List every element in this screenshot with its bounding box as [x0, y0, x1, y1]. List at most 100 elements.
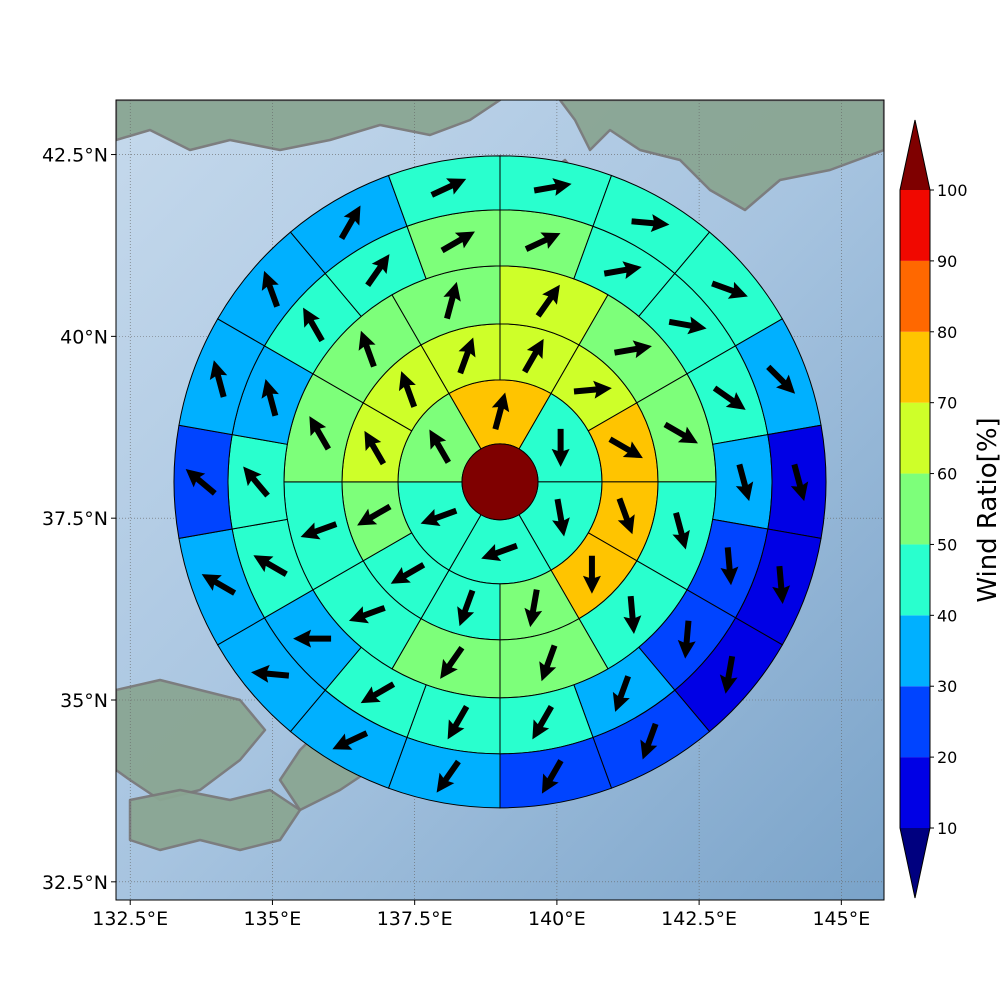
wind-arrow-shape: [790, 463, 809, 502]
colorbar-tick-label: 50: [937, 535, 957, 554]
wind-arrow: [541, 759, 564, 794]
wind-arrow-shape: [616, 497, 635, 535]
x-tick-label: 145°E: [812, 908, 870, 930]
wind-arrows: [185, 178, 809, 794]
colorbar: 10 20 30 40 50 60 70 80 90 100 Wind Ratio[%]: [899, 119, 1000, 899]
colorbar-level: [900, 686, 930, 758]
wind-arrow-shape: [261, 270, 280, 308]
wind-arrow-shape: [535, 284, 560, 318]
wind-arrow: [443, 281, 461, 320]
wind-arrow: [360, 681, 396, 704]
landmass: [116, 678, 267, 802]
wind-arrow: [532, 705, 554, 740]
wind-arrow: [338, 205, 361, 240]
wind-arrow-shape: [766, 364, 796, 394]
wind-arrow-shape: [365, 254, 390, 287]
wind-arrow-shape: [552, 498, 570, 537]
wind-arrow-shape: [524, 232, 561, 252]
wind-arrow-shape: [303, 307, 325, 343]
colorbar-tick-label: 70: [937, 394, 957, 413]
wind-arrow: [766, 364, 796, 394]
wind-arrow-shape: [443, 281, 461, 320]
wind-arrow-shape: [457, 337, 476, 375]
y-axis: 32.5°N 35°N 37.5°N 40°N 42.5°N: [42, 145, 116, 894]
colorbar-tick-label: 30: [937, 677, 957, 696]
colorbar-level: [900, 544, 930, 616]
colorbar-tick-label: 80: [937, 323, 957, 342]
x-axis: 132.5°E 135°E 137.5°E 140°E 142.5°E 145°E: [92, 900, 870, 930]
wind-arrow-shape: [640, 722, 659, 760]
wind-arrow: [365, 254, 390, 287]
wind-arrow-shape: [420, 507, 458, 526]
colorbar-tick-label: 40: [937, 606, 957, 625]
wind-arrow: [332, 730, 369, 750]
wind-arrow: [185, 468, 217, 496]
wind-arrow: [582, 555, 601, 594]
wind-arrow: [573, 380, 612, 399]
wind-arrow-shape: [677, 620, 696, 659]
x-tick-label: 137.5°E: [377, 908, 453, 930]
wind-arrow-shape: [261, 379, 279, 417]
wind-arrow: [420, 507, 458, 526]
wind-arrow: [551, 428, 570, 467]
wind-arrow: [251, 664, 290, 683]
colorbar-tick-label: 90: [937, 252, 957, 271]
wind-arrow-shape: [430, 178, 467, 198]
wind-arrow: [309, 416, 331, 451]
wind-arrow-shape: [251, 664, 290, 683]
wind-arrow: [663, 421, 698, 444]
wind-arrow-shape: [623, 595, 642, 634]
wind-arrow: [261, 270, 280, 308]
wind-arrow: [440, 231, 475, 254]
wind-arrow-shape: [491, 392, 510, 430]
wind-arrow-shape: [532, 705, 554, 740]
wind-arrow: [613, 340, 652, 359]
wind-arrow: [440, 645, 465, 679]
wind-arrow-shape: [603, 261, 642, 280]
wind-arrow-shape: [357, 503, 392, 526]
wind-arrow-shape: [735, 463, 754, 502]
wind-arrow: [261, 379, 279, 417]
wind-arrow-shape: [668, 316, 707, 335]
wind-arrow-shape: [440, 231, 475, 254]
wind-arrow: [631, 214, 670, 233]
wind-arrow: [398, 371, 418, 408]
wind-arrow: [539, 644, 558, 682]
wind-arrow-shape: [711, 280, 748, 299]
wind-arrow-shape: [719, 655, 738, 694]
wind-arrow-shape: [533, 178, 572, 196]
y-tick-label: 32.5°N: [42, 872, 108, 894]
wind-arrow-shape: [522, 338, 544, 374]
wind-arrow-shape: [201, 574, 237, 596]
map-frame: [115, 99, 885, 901]
landmass: [128, 788, 302, 852]
wind-arrow: [535, 284, 560, 318]
wind-arrow: [623, 595, 642, 634]
wind-arrow: [533, 178, 572, 196]
wind-arrow: [719, 655, 738, 694]
wind-arrow-shape: [185, 468, 217, 496]
wind-arrow: [357, 503, 392, 526]
x-tick-label: 140°E: [528, 908, 586, 930]
wind-arrow: [712, 385, 746, 410]
wind-arrow: [293, 629, 332, 648]
wind-arrow-shape: [429, 429, 451, 464]
wind-arrow-shape: [390, 562, 426, 584]
landmass: [558, 100, 884, 212]
wind-arrow-shape: [293, 629, 332, 648]
wind-arrow: [358, 330, 377, 368]
wind-arrow-shape: [612, 675, 631, 712]
colorbar-level: [900, 757, 930, 828]
wind-arrow: [364, 430, 387, 466]
colorbar-tick-label: 100: [937, 181, 968, 200]
wind-arrow: [772, 565, 791, 605]
wind-arrow-shape: [436, 759, 461, 793]
wind-arrow-shape: [457, 589, 476, 627]
wind-arrow: [524, 589, 543, 628]
colorbar-level: [900, 473, 930, 545]
colorbar-tick-label: 10: [937, 819, 957, 838]
wind-arrow-shape: [541, 759, 564, 794]
wind-arrow-shape: [631, 214, 670, 233]
colorbar-tick-label: 20: [937, 748, 957, 767]
